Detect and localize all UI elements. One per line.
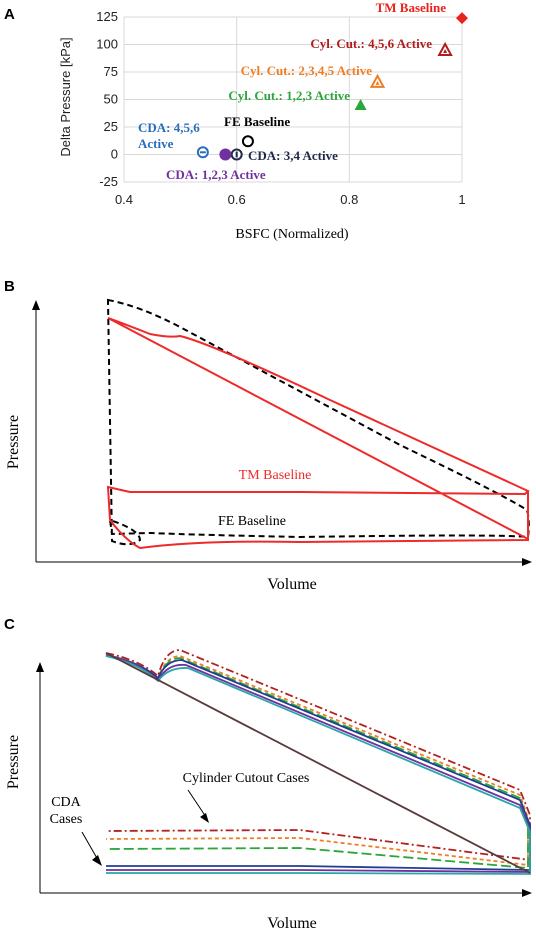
- panel-a-point-triangle-hollow: [369, 73, 386, 88]
- panel-b-y-arrow-icon: [32, 300, 40, 310]
- panel-b-x-arrow-icon: [522, 558, 532, 566]
- panel-c-series-1: [105, 649, 531, 862]
- panel-a-point-circle-minus: [196, 146, 209, 159]
- panel-b-label-tm-baseline: TM Baseline: [239, 468, 312, 483]
- annotation-cyl-cut-123: Cyl. Cut.: 1,2,3 Active: [228, 88, 350, 103]
- annotation-tm-baseline: TM Baseline: [376, 0, 447, 15]
- panel-a-x-ticks: 0.4 0.6 0.8 1: [115, 192, 466, 207]
- panel-c-series-6: [105, 655, 531, 875]
- panel-a-y-tick-label: 100: [96, 37, 118, 52]
- panel-c-cutout-pointer: [187, 789, 207, 818]
- panel-a-y-tick-label: -25: [99, 174, 118, 189]
- panel-b-fe-baseline-curve: [106, 298, 530, 546]
- panel-a-point-triangle-hollow: [437, 41, 453, 56]
- panel-a-y-ticks: -25 0 25 50 75 100 125: [96, 9, 118, 189]
- panel-a-point-circle-hollow: [241, 135, 254, 148]
- panel-a-points: [196, 12, 468, 161]
- panel-c-x-axis-title: Volume: [267, 915, 316, 932]
- panel-a-x-tick-label: 0.6: [228, 192, 246, 207]
- panel-c-curves: [105, 649, 531, 875]
- annotation-cda-34: CDA: 3,4 Active: [248, 148, 338, 163]
- annotation-cyl-cut-2345: Cyl. Cut.: 2,3,4,5 Active: [241, 63, 373, 78]
- panel-label-a: A: [4, 6, 15, 23]
- annotation-cyl-cut-456: Cyl. Cut.: 4,5,6 Active: [310, 36, 432, 51]
- panel-b-y-axis-title: Pressure: [5, 415, 22, 469]
- panel-a-x-tick-label: 0.8: [340, 192, 358, 207]
- panel-c-cda-arrow-icon: [92, 855, 102, 866]
- panel-a-y-axis-title: Delta Pressure [kPa]: [58, 37, 73, 156]
- panel-b-axes: [32, 300, 532, 566]
- panel-c-label-cylinder-cutout: Cylinder Cutout Cases: [183, 771, 310, 786]
- panel-b-x-axis-title: Volume: [267, 576, 316, 593]
- panel-c-label-cda-line1: CDA: [51, 795, 81, 810]
- panel-a-y-tick-label: 0: [111, 147, 118, 162]
- panel-a-y-tick-label: 25: [104, 119, 118, 134]
- panel-c-compression-line: [105, 652, 531, 874]
- panel-a-point-triangle-inner: [443, 49, 448, 53]
- annotation-fe-baseline: FE Baseline: [224, 114, 290, 129]
- annotation-cda-123: CDA: 1,2,3 Active: [166, 167, 266, 182]
- panel-c-label-cda-line2: Cases: [50, 812, 83, 827]
- panel-a-x-axis-title: BSFC (Normalized): [235, 227, 348, 242]
- panel-c-y-axis-title: Pressure: [5, 735, 22, 789]
- panel-c-x-arrow-icon: [522, 889, 532, 897]
- panel-label-c: C: [4, 616, 15, 633]
- panel-a-y-tick-label: 50: [104, 92, 118, 107]
- panel-b-tm-baseline-curve: [106, 317, 530, 550]
- panel-a-gridlines: [123, 16, 463, 183]
- annotation-cda-456-line2: Active: [138, 136, 174, 151]
- panel-a-point-triangle: [354, 99, 367, 110]
- panel-a-x-tick-label: 0.4: [115, 192, 133, 207]
- panel-label-b: B: [4, 278, 15, 295]
- panel-a-point-triangle-inner: [375, 80, 380, 85]
- panel-a-y-tick-label: 75: [104, 64, 118, 79]
- panel-a-point-circle: [219, 148, 232, 161]
- panel-a-point-circle-bar: [230, 148, 243, 161]
- panel-a-x-tick-label: 1: [458, 192, 465, 207]
- panel-c-cutout-arrow-icon: [200, 813, 209, 823]
- panel-b-label-fe-baseline: FE Baseline: [218, 514, 286, 529]
- panel-a-point-diamond: [456, 12, 468, 25]
- panel-c-cda-pointer: [81, 831, 99, 861]
- panel-c-axes: [36, 662, 532, 897]
- panel-c-y-arrow-icon: [36, 662, 44, 672]
- panel-a-y-tick-label: 125: [96, 9, 118, 24]
- annotation-cda-456-line1: CDA: 4,5,6: [138, 120, 200, 135]
